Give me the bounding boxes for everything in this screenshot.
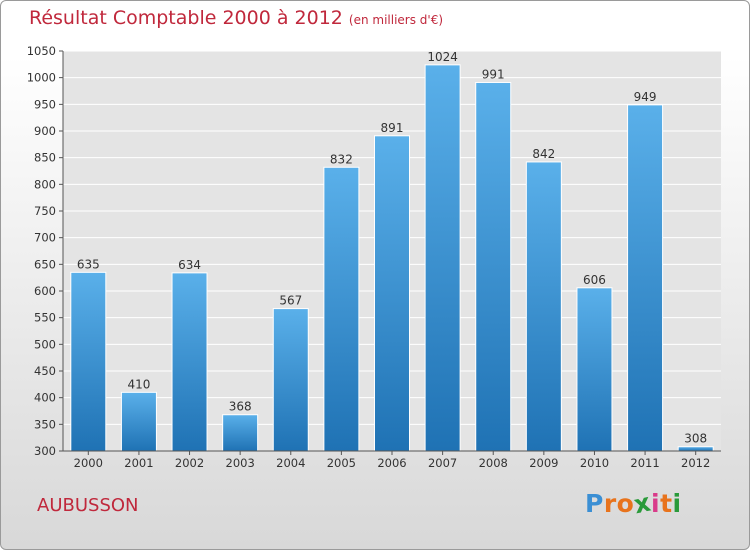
y-tick-label: 300 [34, 444, 56, 458]
y-tick-label: 600 [34, 284, 56, 298]
bar-2011 [627, 104, 664, 452]
x-axis: 2000 2001 2002 2003 2004 2005 2006 2007 2008 2009… [63, 450, 721, 470]
bar-value-label: 634 [178, 258, 201, 272]
y-tick-label: 750 [34, 204, 56, 218]
x-tick-label: 2000 [74, 456, 103, 470]
logo-letter: o [616, 489, 635, 518]
y-tick-label: 1000 [27, 71, 56, 85]
x-tick-label: 2009 [529, 456, 558, 470]
bar-2008 [475, 81, 512, 452]
bar-2005 [323, 166, 360, 452]
bar-value-label: 410 [127, 377, 150, 391]
bar-2007 [424, 64, 461, 452]
x-tick-label: 2007 [428, 456, 457, 470]
bar-2000 [70, 271, 107, 452]
x-tick-label: 2012 [681, 456, 710, 470]
y-tick-label: 400 [34, 391, 56, 405]
y-tick-label: 550 [34, 311, 56, 325]
y-tick-label: 500 [34, 337, 56, 351]
bar-value-label: 368 [229, 400, 252, 414]
x-tick-label: 2001 [124, 456, 153, 470]
bar-2001 [120, 391, 157, 452]
logo-letter: t [660, 489, 673, 518]
chart-subtitle: (en milliers d'€) [348, 13, 444, 27]
y-tick-label: 850 [34, 151, 56, 165]
bar-value-label: 606 [583, 273, 606, 287]
x-tick-label: 2003 [226, 456, 255, 470]
y-tick-label: 950 [34, 97, 56, 111]
bar-value-label: 891 [381, 121, 404, 135]
y-tick-label: 450 [34, 364, 56, 378]
bar-2002 [171, 272, 208, 452]
bar-2009 [525, 161, 562, 452]
bar-2010 [576, 287, 613, 452]
x-tick-label: 2004 [276, 456, 305, 470]
x-tick-label: 2002 [175, 456, 204, 470]
bar-value-label: 567 [279, 294, 302, 308]
bar-value-label: 991 [482, 67, 505, 81]
y-tick-label: 650 [34, 257, 56, 271]
bar-2003 [222, 414, 259, 452]
bar-value-label: 832 [330, 152, 353, 166]
x-tick-label: 2011 [630, 456, 659, 470]
y-axis: 300 350 400 450 500 550 600 650 700 750 800 850 900 9… [27, 44, 64, 458]
y-tick-label: 800 [34, 177, 56, 191]
bar-2004 [272, 308, 309, 452]
bar-value-label: 949 [634, 90, 657, 104]
bar-value-label: 635 [77, 257, 100, 271]
x-tick-label: 2008 [479, 456, 508, 470]
bars: 635 410 634 368 567 832 891 1024 991 842 606 949 308 [70, 50, 714, 452]
y-tick-label: 350 [34, 417, 56, 431]
x-tick-label: 2005 [327, 456, 356, 470]
y-tick-label: 700 [34, 231, 56, 245]
x-tick-label: 2010 [580, 456, 609, 470]
logo-letter: r [603, 489, 617, 518]
chart-title: Résultat Comptable 2000 à 2012 (en millie… [29, 7, 443, 29]
y-tick-label: 1050 [27, 44, 56, 58]
place-name: AUBUSSON [37, 495, 139, 516]
bar-value-label: 1024 [427, 50, 458, 64]
x-tick-label: 2006 [377, 456, 406, 470]
chart-title-text: Résultat Comptable 2000 à 2012 [29, 7, 343, 29]
proxiti-logo: Proxiti [585, 488, 682, 520]
logo-letter: P [585, 489, 604, 518]
bar-value-label: 308 [684, 432, 707, 446]
bar-2006 [374, 135, 410, 452]
logo-letter: i [651, 489, 661, 518]
logo-letter: i [672, 489, 682, 518]
y-tick-label: 900 [34, 124, 56, 138]
bar-value-label: 842 [532, 147, 555, 161]
bar-2012 [677, 446, 714, 452]
